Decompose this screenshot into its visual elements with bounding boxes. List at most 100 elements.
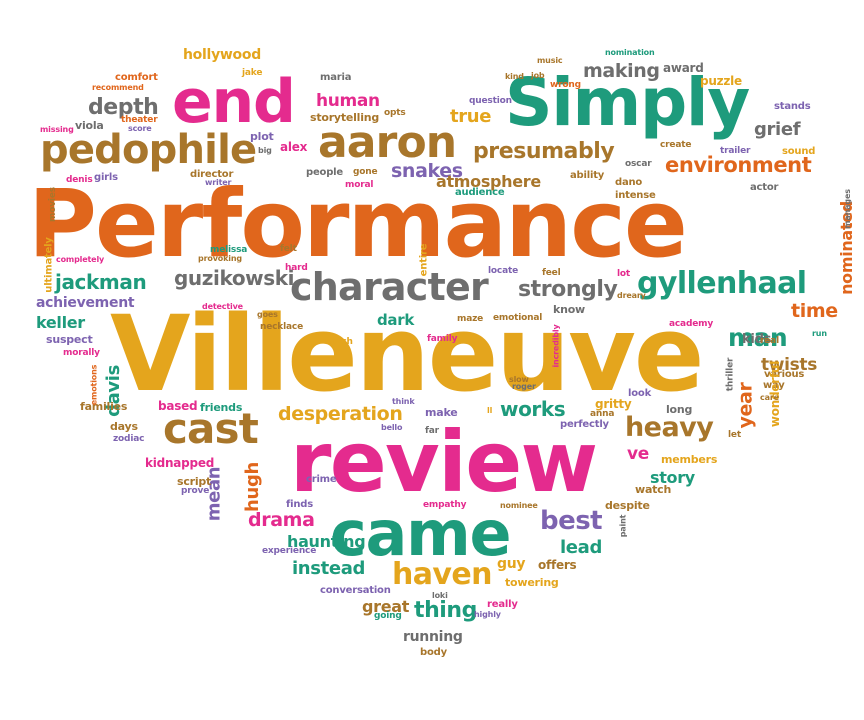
cloud-word: thriller bbox=[725, 357, 736, 392]
cloud-word: morally bbox=[63, 348, 100, 358]
cloud-word: emotions bbox=[89, 364, 99, 406]
cloud-word: oscar bbox=[625, 159, 652, 169]
cloud-word: look bbox=[628, 388, 652, 399]
cloud-word: zodiac bbox=[113, 434, 145, 444]
cloud-word: writer bbox=[205, 178, 232, 187]
cloud-word: run bbox=[812, 329, 827, 338]
cloud-word: empathy bbox=[423, 500, 467, 510]
cloud-word: Performance bbox=[28, 170, 688, 279]
cloud-word: bello bbox=[381, 423, 403, 432]
cloud-word: story bbox=[650, 468, 695, 487]
cloud-word: family bbox=[427, 334, 458, 344]
cloud-word: make bbox=[425, 406, 458, 419]
cloud-word: based bbox=[158, 399, 198, 413]
cloud-word: body bbox=[420, 647, 447, 658]
cloud-word: kind bbox=[505, 72, 524, 81]
cloud-word: character bbox=[290, 265, 489, 309]
cloud-word: loki bbox=[432, 591, 448, 600]
cloud-word: offers bbox=[538, 558, 577, 572]
cloud-word: time bbox=[791, 300, 838, 322]
cloud-word: slow bbox=[509, 375, 529, 384]
cloud-word: provoking bbox=[198, 254, 242, 263]
cloud-word: ultimately bbox=[43, 237, 55, 293]
cloud-word: gone bbox=[353, 167, 378, 177]
cloud-word: moral bbox=[345, 180, 374, 190]
cloud-word: nominee bbox=[500, 501, 538, 510]
cloud-word: jake bbox=[242, 68, 263, 78]
cloud-word: entire bbox=[418, 243, 430, 277]
cloud-word: puzzle bbox=[700, 74, 742, 88]
cloud-word: people bbox=[306, 167, 343, 178]
cloud-word: running bbox=[403, 629, 463, 645]
cloud-word: pedophile bbox=[40, 127, 257, 173]
cloud-word: really bbox=[487, 599, 518, 610]
cloud-word: jackman bbox=[55, 270, 147, 294]
cloud-word: true bbox=[450, 106, 492, 127]
cloud-word: haven bbox=[392, 557, 492, 592]
cloud-word: year bbox=[734, 382, 757, 429]
cloud-word: hugh bbox=[241, 462, 263, 512]
cloud-word: making bbox=[583, 60, 660, 82]
cloud-word: desperation bbox=[278, 403, 403, 425]
cloud-word: end bbox=[172, 67, 296, 137]
cloud-word: prove bbox=[181, 486, 210, 496]
cloud-word: question bbox=[469, 96, 512, 106]
cloud-word: lead bbox=[560, 537, 602, 558]
cloud-word: friends bbox=[200, 401, 243, 414]
cloud-word: maze bbox=[457, 314, 484, 324]
cloud-word: haunting bbox=[287, 532, 366, 551]
cloud-word: comfort bbox=[115, 72, 158, 83]
cloud-word: audience bbox=[455, 187, 505, 198]
cloud-word: incredibly bbox=[551, 324, 561, 368]
cloud-word: gritty bbox=[595, 397, 632, 411]
cloud-word: members bbox=[661, 453, 718, 466]
cloud-word: theater bbox=[121, 115, 158, 125]
cloud-word: families bbox=[80, 400, 128, 413]
cloud-word: score bbox=[128, 124, 152, 133]
cloud-word: director bbox=[190, 169, 234, 180]
cloud-word: girls bbox=[94, 172, 118, 183]
cloud-word: gyllenhaal bbox=[637, 266, 807, 301]
cloud-word: wrong bbox=[550, 80, 581, 90]
cloud-word: best bbox=[540, 506, 603, 536]
cloud-word: detective bbox=[202, 302, 243, 311]
cloud-word: dark bbox=[377, 311, 415, 329]
cloud-word: real bbox=[760, 336, 779, 346]
cloud-word: guy bbox=[497, 556, 526, 572]
cloud-word: locate bbox=[488, 266, 519, 276]
cloud-word: crime bbox=[306, 474, 337, 485]
cloud-word: perfectly bbox=[560, 419, 609, 430]
cloud-word: storytelling bbox=[310, 111, 380, 124]
cloud-word: despite bbox=[605, 499, 650, 512]
cloud-word: trailer bbox=[720, 146, 751, 156]
cloud-word: paint bbox=[618, 514, 628, 538]
cloud-word: cast bbox=[163, 404, 259, 453]
cloud-word: Simply bbox=[505, 64, 750, 141]
cloud-word: nomination bbox=[605, 48, 655, 57]
cloud-word: movies bbox=[47, 187, 58, 222]
cloud-word: thing bbox=[414, 598, 477, 623]
cloud-word: dreary bbox=[617, 291, 646, 300]
cloud-word: stands bbox=[774, 101, 811, 112]
cloud-word: ll bbox=[487, 406, 493, 415]
cloud-word: necklace bbox=[260, 322, 303, 332]
cloud-word: opts bbox=[384, 108, 406, 118]
cloud-word: goes bbox=[257, 310, 278, 319]
cloud-word: lot bbox=[617, 269, 631, 279]
cloud-word: dano bbox=[615, 177, 643, 188]
cloud-word: various bbox=[764, 369, 805, 380]
cloud-word: missing bbox=[40, 125, 74, 134]
cloud-word: big bbox=[258, 146, 272, 155]
cloud-word: human bbox=[316, 91, 380, 111]
cloud-word: kidnapped bbox=[145, 456, 215, 470]
cloud-word: review bbox=[290, 413, 598, 511]
cloud-word: atmosphere bbox=[436, 172, 541, 191]
cloud-word: suspect bbox=[46, 333, 93, 346]
cloud-word: felt bbox=[280, 244, 297, 254]
cloud-word: care bbox=[760, 393, 779, 402]
cloud-word: highly bbox=[474, 610, 501, 619]
cloud-word: intense bbox=[615, 190, 656, 201]
cloud-word: guzikowski bbox=[174, 266, 295, 290]
cloud-word: completely bbox=[56, 255, 105, 264]
